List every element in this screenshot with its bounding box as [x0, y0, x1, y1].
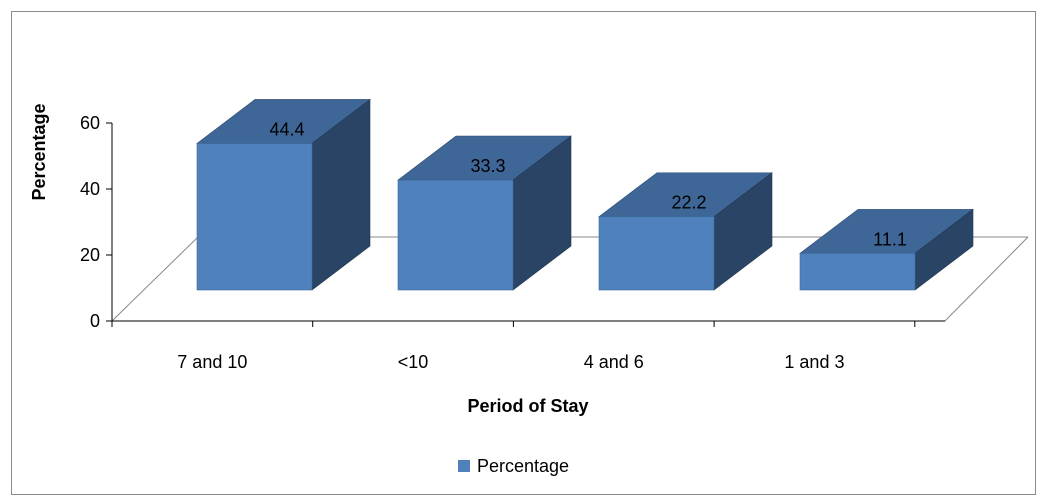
bar-front-face: [397, 179, 514, 291]
y-axis: 0 20 40 60: [80, 113, 113, 331]
data-label: 44.4: [269, 119, 304, 139]
bar-front-face: [196, 143, 313, 291]
bar: [598, 172, 773, 291]
bar-front-face: [799, 253, 916, 291]
bar: [799, 208, 974, 291]
bar-front-face: [598, 216, 715, 291]
y-tick-label: 0: [90, 311, 100, 331]
x-tick-label: 4 and 6: [584, 352, 644, 372]
floor-left-edge: [111, 236, 199, 322]
x-tick-label: <10: [398, 352, 429, 372]
legend: Percentage: [458, 456, 569, 476]
y-tick-label: 40: [80, 179, 100, 199]
data-label: 11.1: [873, 229, 907, 249]
bar: [196, 98, 371, 291]
x-axis: 7 and 10 <10 4 and 6 1 and 3: [111, 320, 945, 372]
x-tick-label: 7 and 10: [177, 352, 247, 372]
x-axis-title: Period of Stay: [467, 396, 588, 416]
data-label: 33.3: [470, 156, 505, 176]
legend-swatch: [458, 460, 470, 472]
y-tick-label: 60: [80, 113, 100, 133]
y-tick-label: 20: [80, 245, 100, 265]
y-axis-title: Percentage: [29, 103, 49, 200]
bar: [397, 135, 572, 291]
legend-label: Percentage: [477, 456, 569, 476]
data-label: 22.2: [671, 193, 706, 213]
x-tick-label: 1 and 3: [784, 352, 844, 372]
floor-right-edge: [944, 236, 1029, 322]
